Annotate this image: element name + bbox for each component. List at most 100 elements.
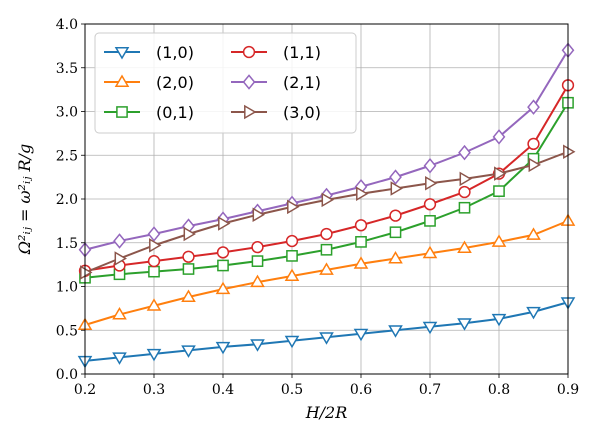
data-point <box>458 201 471 214</box>
series-1-0 <box>77 297 576 369</box>
data-point <box>216 246 230 259</box>
series-2-0 <box>77 213 576 330</box>
data-point <box>319 332 334 345</box>
data-point <box>284 268 300 281</box>
legend-entry: (1,0) <box>104 43 194 62</box>
data-point <box>251 240 264 254</box>
data-point <box>148 265 160 278</box>
data-point <box>422 245 438 259</box>
data-point <box>526 227 541 240</box>
data-point <box>182 263 195 275</box>
data-point <box>217 259 229 272</box>
legend-box <box>94 32 357 134</box>
data-point <box>284 335 300 349</box>
legend-entry: (0,1) <box>104 103 194 122</box>
data-point <box>181 289 196 302</box>
data-point <box>321 192 334 208</box>
y-tick-label: 3.0 <box>56 105 78 121</box>
legend-label: (1,0) <box>156 43 194 62</box>
data-point <box>182 250 195 263</box>
data-point <box>388 325 403 338</box>
data-point <box>244 104 257 120</box>
data-point <box>147 254 161 268</box>
data-point <box>147 226 161 242</box>
data-point <box>527 99 540 115</box>
data-point <box>116 106 128 118</box>
data-point <box>425 175 438 191</box>
data-point <box>423 157 437 174</box>
data-point <box>218 216 231 231</box>
y-tick-label: 1.0 <box>56 280 78 296</box>
x-tick-label: 0.4 <box>212 382 234 398</box>
data-point <box>491 313 507 327</box>
data-point <box>215 281 231 295</box>
legend-entry: (1,1) <box>231 43 321 62</box>
data-point <box>457 318 472 331</box>
data-point <box>319 262 334 275</box>
y-tick-label: 0.0 <box>56 367 78 383</box>
data-point <box>388 251 403 264</box>
data-point <box>491 234 507 247</box>
y-tick-label: 3.5 <box>56 61 78 77</box>
y-tick-label: 0.5 <box>56 323 78 339</box>
x-tick-label: 0.9 <box>557 382 579 398</box>
data-point <box>494 166 507 181</box>
data-point <box>389 169 402 185</box>
legend-entry: (2,1) <box>231 73 321 92</box>
data-point <box>287 199 300 215</box>
data-point <box>113 233 126 249</box>
data-point <box>458 144 471 161</box>
data-point <box>493 185 505 197</box>
data-point <box>354 219 368 232</box>
data-point <box>457 240 472 253</box>
data-point <box>422 321 438 335</box>
y-tick-label: 1.5 <box>56 236 78 252</box>
data-point <box>252 207 265 223</box>
y-tick-label: 2.5 <box>56 148 78 164</box>
x-tick-label: 0.7 <box>419 382 441 398</box>
data-point <box>114 74 130 87</box>
axis-ticks: 0.2 0.3 0.4 0.5 0.6 0.7 0.8 0.9 0.0 0.5 1.0 1.5 2.0 2… <box>56 17 579 398</box>
data-point <box>286 250 298 262</box>
x-tick-label: 0.8 <box>488 382 510 398</box>
data-point <box>114 47 130 60</box>
x-tick-label: 0.5 <box>281 382 303 398</box>
x-tick-label: 0.2 <box>74 382 96 398</box>
x-tick-label: 0.3 <box>143 382 165 398</box>
data-point <box>285 234 299 248</box>
data-point <box>492 129 506 145</box>
data-point <box>320 243 333 256</box>
data-point <box>353 256 369 269</box>
data-point <box>356 186 369 202</box>
data-point <box>526 306 541 320</box>
data-point <box>114 251 127 266</box>
data-point <box>250 274 265 288</box>
data-point <box>183 226 196 242</box>
data-point <box>389 209 402 222</box>
data-point <box>563 144 576 160</box>
legend-label: (0,1) <box>156 103 194 122</box>
legend-label: (3,0) <box>283 103 321 122</box>
data-point <box>250 339 265 352</box>
data-point <box>112 307 127 320</box>
data-point <box>215 341 231 355</box>
data-point <box>146 298 162 311</box>
data-point <box>355 236 367 248</box>
data-point <box>528 157 541 173</box>
data-point <box>242 74 256 90</box>
y-tick-label: 2.0 <box>56 192 78 208</box>
legend-label: (1,1) <box>283 43 321 62</box>
data-point <box>390 181 403 196</box>
series-3-0 <box>80 144 576 280</box>
data-point <box>80 265 93 280</box>
data-point <box>242 45 256 59</box>
legend: (1,0) (2,0) (0,1) (1,1) (2,1) (3,0) <box>94 32 357 134</box>
data-point <box>251 255 264 267</box>
data-point <box>353 328 369 342</box>
data-point <box>423 198 437 211</box>
x-axis-label: H/2R <box>305 403 348 422</box>
data-point <box>149 238 162 253</box>
y-axis-label: Ω²ᵢⱼ = ω²ᵢⱼ R/g <box>15 144 34 255</box>
data-point <box>389 226 402 239</box>
